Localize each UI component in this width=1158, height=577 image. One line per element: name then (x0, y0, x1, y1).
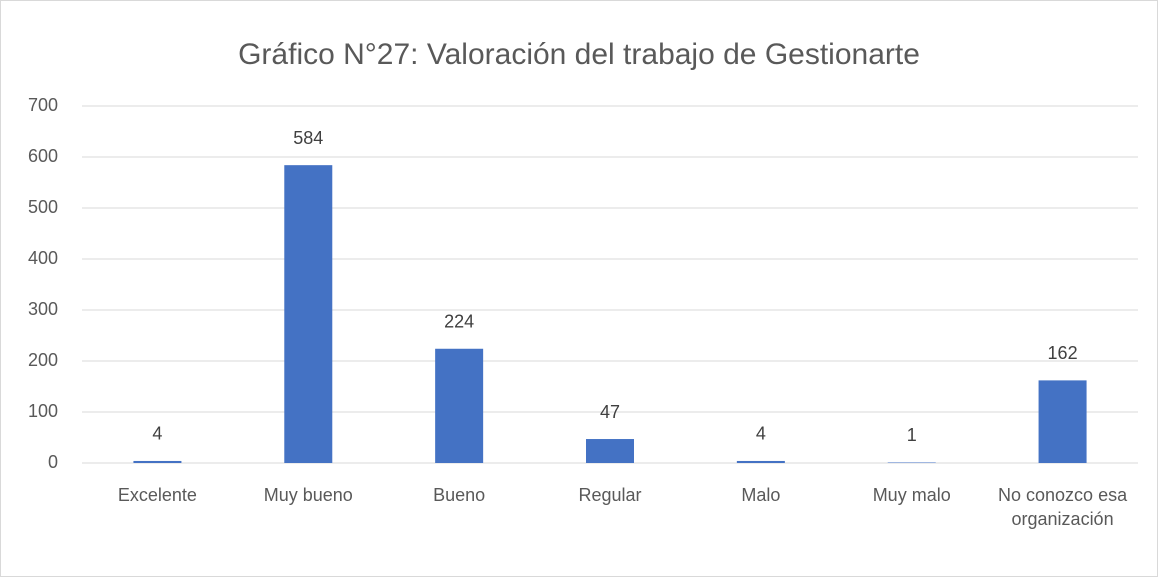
y-tick-label: 100 (28, 401, 58, 421)
x-tick-label: Muy bueno (263, 485, 353, 505)
y-tick-label: 200 (28, 350, 58, 370)
data-label: 162 (1048, 343, 1078, 363)
bar (887, 462, 936, 463)
bar (586, 439, 634, 463)
x-tick-label: Bueno (433, 485, 486, 505)
x-tick-label: Excelente (117, 485, 197, 505)
y-tick-label: 300 (28, 299, 58, 319)
y-tick-label: 0 (48, 452, 58, 472)
chart-title: Gráfico N°27: Valoración del trabajo de … (238, 38, 920, 71)
y-tick-label: 600 (28, 146, 58, 166)
data-label: 584 (293, 128, 323, 148)
x-tick-label: Malo (741, 485, 781, 505)
data-label: 47 (600, 402, 620, 422)
bar (133, 460, 182, 463)
bar (284, 165, 333, 463)
bar (736, 460, 785, 463)
bar (1038, 380, 1087, 463)
y-tick-label: 400 (28, 248, 58, 268)
y-tick-label: 700 (28, 95, 58, 115)
x-tick-label: No conozco esa organización (998, 485, 1128, 529)
x-tick-label: Muy malo (872, 485, 951, 505)
bar (435, 348, 484, 463)
data-label: 4 (152, 424, 162, 444)
x-tick-label: Regular (578, 485, 642, 505)
y-tick-label: 500 (28, 197, 58, 217)
data-label: 224 (444, 312, 474, 332)
data-label: 4 (756, 424, 766, 444)
data-label: 1 (907, 425, 917, 445)
